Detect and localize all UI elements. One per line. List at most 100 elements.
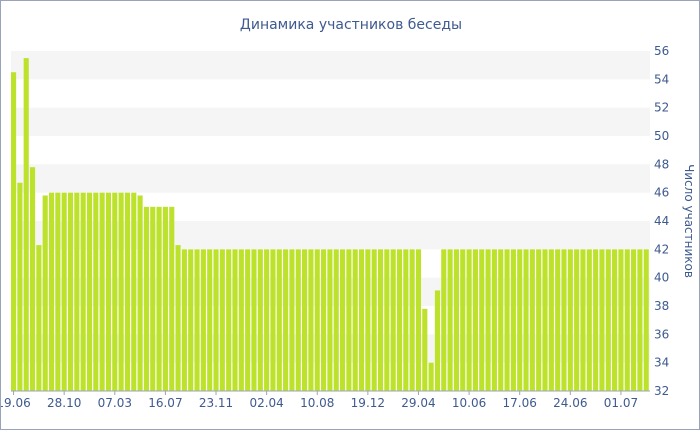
bar (17, 182, 23, 391)
x-tick-label: 10.06 (452, 396, 486, 410)
bar (175, 245, 181, 391)
bar (99, 192, 105, 391)
bar (536, 249, 542, 391)
bar (384, 249, 390, 391)
bar (169, 206, 175, 391)
bar (612, 249, 618, 391)
bar (460, 249, 466, 391)
x-tick-label: 19.12 (351, 396, 385, 410)
bar (251, 249, 257, 391)
bar (55, 192, 61, 391)
bar (618, 249, 624, 391)
bar (188, 249, 194, 391)
bar (276, 249, 282, 391)
x-tick-label: 23.11 (199, 396, 233, 410)
bar (118, 192, 124, 391)
bar (422, 308, 428, 391)
bar (156, 206, 162, 391)
x-tick-label: 10.08 (300, 396, 334, 410)
grid-band (11, 51, 650, 80)
bar (112, 192, 118, 391)
bar (517, 249, 523, 391)
grid-band (11, 107, 650, 136)
bar (11, 72, 17, 391)
x-tick-label: 07.03 (98, 396, 132, 410)
y-tick-label: 50 (654, 129, 669, 143)
bar (36, 245, 42, 391)
y-tick-label: 46 (654, 186, 669, 200)
y-tick-labels: 32 34 36 38 40 42 44 46 48 50 52 54 56 (654, 44, 669, 398)
bar (48, 192, 55, 391)
x-tick-label: 02.04 (249, 396, 283, 410)
bar (479, 249, 485, 391)
bar (270, 249, 276, 391)
bar (74, 192, 80, 391)
y-tick-label: 54 (654, 72, 669, 86)
bars (11, 58, 649, 391)
y-tick-label: 42 (654, 242, 669, 256)
chart-title: Динамика участников беседы (240, 17, 462, 33)
y-tick-label: 38 (654, 299, 669, 313)
bar (548, 249, 554, 391)
bar (143, 206, 149, 391)
y-tick-label: 44 (654, 214, 669, 228)
bar (162, 206, 168, 391)
bar (365, 249, 371, 391)
bar (624, 249, 630, 391)
bar (643, 249, 649, 391)
x-tick-labels: 19.06 28.10 07.03 16.07 23.11 02.04 10.08 19.12… (1, 391, 638, 410)
bar (23, 58, 29, 391)
y-tick-label: 48 (654, 157, 669, 171)
bar (61, 192, 67, 391)
y-tick-label: 36 (654, 327, 669, 341)
bar (308, 249, 314, 391)
bar (447, 249, 453, 391)
bar (181, 249, 187, 391)
bar (561, 249, 567, 391)
x-tick-label: 01.07 (604, 396, 638, 410)
bar (371, 249, 377, 391)
bar (339, 249, 346, 391)
bar (453, 249, 459, 391)
x-tick-label: 24.06 (553, 396, 587, 410)
bar (529, 249, 535, 391)
y-tick-label: 52 (654, 101, 669, 115)
bar (441, 249, 447, 391)
bar (415, 249, 422, 391)
bar (226, 249, 232, 391)
bar (93, 192, 99, 391)
bar (466, 249, 472, 391)
y-tick-label: 40 (654, 271, 669, 285)
bar (194, 249, 200, 391)
bar (504, 249, 510, 391)
bar (200, 249, 206, 391)
bar (390, 249, 396, 391)
bar (637, 249, 643, 391)
x-tick-label: 28.10 (47, 396, 81, 410)
bar (207, 249, 213, 391)
bar (264, 249, 270, 391)
y-tick-label: 56 (654, 44, 669, 58)
bar (238, 249, 244, 391)
bar (150, 206, 156, 391)
y-tick-label: 32 (654, 384, 669, 398)
bar (67, 192, 74, 391)
bar (498, 249, 504, 391)
bar (295, 249, 301, 391)
x-tick-label: 16.07 (148, 396, 182, 410)
bar (510, 249, 516, 391)
bar (105, 192, 112, 391)
bar (403, 249, 409, 391)
y-axis-label: Число участников (682, 164, 696, 278)
bar (346, 249, 352, 391)
y-tick-label: 34 (654, 356, 669, 370)
bar (593, 249, 599, 391)
bar (472, 249, 478, 391)
bar (485, 249, 491, 391)
bar (396, 249, 403, 391)
bar (86, 192, 93, 391)
bar (232, 249, 238, 391)
bar (289, 249, 295, 391)
bar (605, 249, 611, 391)
bar (321, 249, 327, 391)
